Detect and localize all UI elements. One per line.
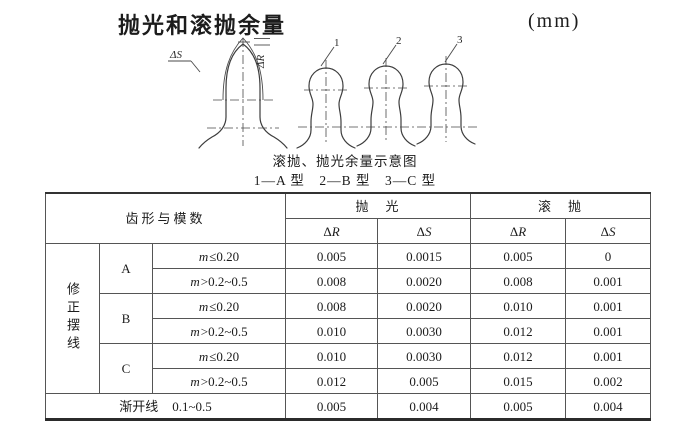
cell-polish-dr: 0.005	[285, 393, 379, 420]
delta-r-label: ΔR	[255, 55, 267, 69]
cell-tumble-ds: 0.001	[565, 293, 652, 319]
module-condition: m≤0.20	[151, 343, 287, 369]
header-polish-delta-s: ΔS	[377, 218, 472, 244]
module-condition: m>0.2~0.5	[151, 268, 287, 294]
callout-3-leader	[444, 43, 458, 63]
cell-tumble-ds: 0	[565, 243, 652, 269]
cell-polish-ds: 0.0015	[377, 243, 472, 269]
module-condition: m≤0.20	[151, 293, 287, 319]
allowance-table: 齿形与模数 抛 光 滚 抛 ΔR ΔS ΔR ΔS 修正摆线 A m≤0.20 …	[44, 192, 652, 421]
cell-tumble-dr: 0.005	[470, 243, 567, 269]
cell-tumble-dr: 0.005	[470, 393, 567, 420]
page-title: 抛光和滚抛余量	[118, 13, 287, 38]
row-group-modified-cycloid: 修正摆线	[45, 243, 100, 394]
table-row: B m≤0.20 0.008 0.0020 0.010 0.001	[46, 293, 652, 344]
header-tumble-delta-s: ΔS	[565, 218, 652, 244]
type-b-cell: B	[99, 293, 153, 344]
cell-tumble-ds: 0.001	[565, 343, 652, 369]
table-row: m>0.2~0.5 0.012 0.005 0.015 0.002	[46, 368, 652, 394]
module-condition: m>0.2~0.5	[151, 368, 287, 394]
figure-legend: 1—A 型 2—B 型 3—C 型	[253, 173, 437, 188]
module-condition: m≤0.20	[151, 243, 287, 269]
tooth-allowance-profile	[222, 37, 264, 101]
header-polish-delta-r: ΔR	[285, 218, 379, 244]
cell-polish-dr: 0.010	[285, 343, 379, 369]
involute-label-cell: 渐开线 0.1~0.5	[44, 393, 287, 420]
cell-polish-ds: 0.0020	[377, 293, 472, 319]
cell-polish-dr: 0.008	[285, 268, 379, 294]
cell-polish-ds: 0.0020	[377, 268, 472, 294]
callout-1: 1	[334, 37, 340, 49]
tooth-inner-profile	[198, 43, 288, 149]
header-group-polish: 抛 光	[285, 192, 472, 219]
cell-polish-dr: 0.008	[285, 293, 379, 319]
type-a-cell: A	[99, 243, 153, 294]
callout-1-leader	[320, 46, 335, 67]
cell-polish-ds: 0.005	[377, 368, 472, 394]
cell-polish-ds: 0.0030	[377, 318, 472, 344]
cell-tumble-dr: 0.010	[470, 293, 567, 319]
header-group-tumble: 滚 抛	[470, 192, 652, 219]
type-c-cell: C	[99, 343, 153, 394]
cell-polish-dr: 0.005	[285, 243, 379, 269]
callout-3: 3	[457, 36, 463, 46]
table-row: 修正摆线 A m≤0.20 0.005 0.0015 0.005 0	[45, 243, 652, 394]
cell-tumble-ds: 0.004	[565, 393, 652, 420]
cell-tumble-ds: 0.002	[565, 368, 652, 394]
callout-2: 2	[396, 36, 402, 47]
callout-2-leader	[382, 44, 397, 65]
table-row: C m≤0.20 0.010 0.0030 0.012 0.001	[46, 343, 652, 394]
cell-tumble-dr: 0.008	[470, 268, 567, 294]
cell-polish-ds: 0.004	[377, 393, 472, 420]
tooth-profile-a	[296, 60, 356, 149]
cell-polish-dr: 0.012	[285, 368, 379, 394]
gear-tooth-allowance-diagram: ΔS ΔR 1 2 3	[168, 36, 478, 149]
delta-s-label: ΔS	[169, 49, 182, 61]
cell-polish-dr: 0.010	[285, 318, 379, 344]
cell-tumble-dr: 0.012	[470, 318, 567, 344]
tooth-profile-b	[356, 58, 416, 147]
unit-label: (mm)	[528, 10, 581, 32]
module-condition: m>0.2~0.5	[151, 318, 287, 344]
header-tumble-delta-r: ΔR	[470, 218, 567, 244]
cell-tumble-dr: 0.012	[470, 343, 567, 369]
tooth-profile-large	[198, 37, 288, 149]
cell-tumble-dr: 0.015	[470, 368, 567, 394]
delta-s-leader	[190, 60, 201, 73]
cell-tumble-ds: 0.001	[565, 268, 652, 294]
tooth-profile-c	[416, 56, 476, 145]
header-row-groups: 齿形与模数 抛 光 滚 抛	[44, 192, 652, 244]
table-row-involute: 渐开线 0.1~0.5 0.005 0.004 0.005 0.004	[44, 393, 652, 420]
cell-polish-ds: 0.0030	[377, 343, 472, 369]
cell-tumble-ds: 0.001	[565, 318, 652, 344]
header-profile-module: 齿形与模数	[44, 192, 287, 244]
figure-caption: 滚抛、抛光余量示意图	[272, 154, 418, 169]
